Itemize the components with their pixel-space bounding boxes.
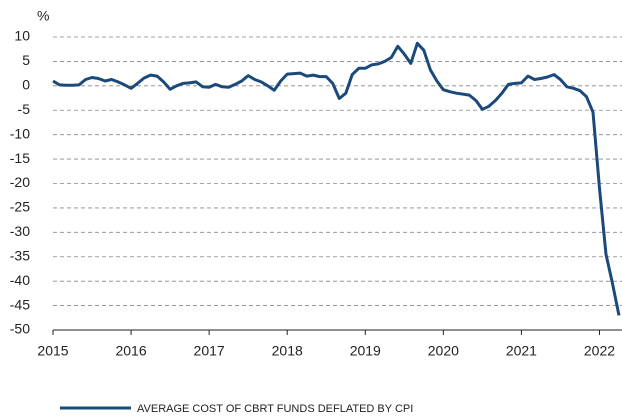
x-tick-label: 2017 xyxy=(194,343,225,359)
x-tick-label: 2019 xyxy=(350,343,381,359)
y-tick-label: -30 xyxy=(10,223,30,239)
y-tick-label: 10 xyxy=(14,28,30,44)
x-tick-label: 2016 xyxy=(115,343,146,359)
x-tick-label: 2020 xyxy=(428,343,459,359)
y-tick-label: -10 xyxy=(10,125,30,141)
y-tick-label: -5 xyxy=(18,101,31,117)
y-tick-label: -45 xyxy=(10,296,30,312)
data-line xyxy=(52,41,621,316)
y-tick-label: 5 xyxy=(22,52,30,68)
x-tick-label: 2021 xyxy=(506,343,537,359)
x-tick-label: 2022 xyxy=(584,343,615,359)
x-tick-label: 2015 xyxy=(37,343,68,359)
y-axis-label: % xyxy=(37,8,49,24)
legend-label: AVERAGE COST OF CBRT FUNDS DEFLATED BY C… xyxy=(137,403,413,415)
y-tick-label: -20 xyxy=(10,174,30,190)
y-tick-label: -50 xyxy=(10,321,30,337)
y-tick-label: -40 xyxy=(10,272,30,288)
x-tick-label: 2018 xyxy=(272,343,303,359)
y-tick-label: 0 xyxy=(22,77,30,93)
y-tick-label: -25 xyxy=(10,199,30,215)
y-tick-label: -15 xyxy=(10,150,30,166)
y-tick-label: -35 xyxy=(10,247,30,263)
